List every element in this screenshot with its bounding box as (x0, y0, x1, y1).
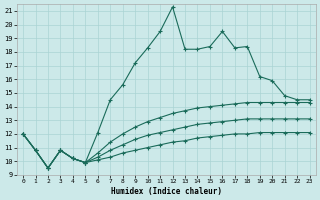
X-axis label: Humidex (Indice chaleur): Humidex (Indice chaleur) (111, 187, 222, 196)
